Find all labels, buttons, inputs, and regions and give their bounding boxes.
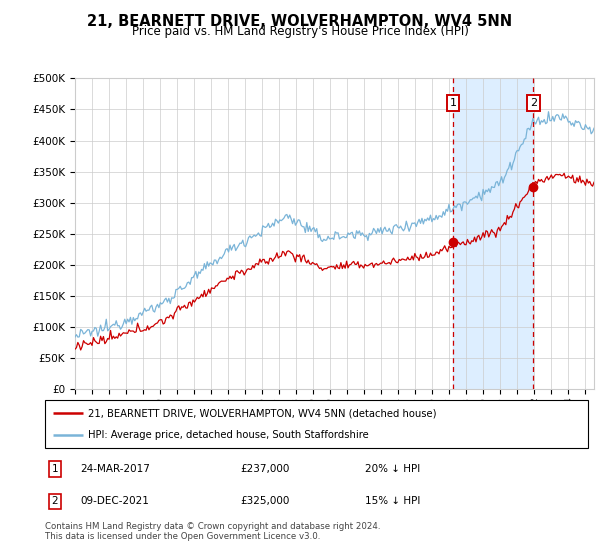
Text: 2: 2 xyxy=(530,98,537,108)
Text: 20% ↓ HPI: 20% ↓ HPI xyxy=(365,464,421,474)
Text: £325,000: £325,000 xyxy=(241,496,290,506)
Text: 21, BEARNETT DRIVE, WOLVERHAMPTON, WV4 5NN: 21, BEARNETT DRIVE, WOLVERHAMPTON, WV4 5… xyxy=(88,14,512,29)
Bar xyxy=(453,78,533,389)
Text: 09-DEC-2021: 09-DEC-2021 xyxy=(80,496,149,506)
Text: HPI: Average price, detached house, South Staffordshire: HPI: Average price, detached house, Sout… xyxy=(88,430,369,440)
Text: 1: 1 xyxy=(52,464,58,474)
Text: 1: 1 xyxy=(449,98,457,108)
Text: £237,000: £237,000 xyxy=(241,464,290,474)
Text: 24-MAR-2017: 24-MAR-2017 xyxy=(80,464,150,474)
Text: 2: 2 xyxy=(52,496,58,506)
Text: 15% ↓ HPI: 15% ↓ HPI xyxy=(365,496,421,506)
Text: Price paid vs. HM Land Registry's House Price Index (HPI): Price paid vs. HM Land Registry's House … xyxy=(131,25,469,38)
Text: 21, BEARNETT DRIVE, WOLVERHAMPTON, WV4 5NN (detached house): 21, BEARNETT DRIVE, WOLVERHAMPTON, WV4 5… xyxy=(88,408,437,418)
Text: Contains HM Land Registry data © Crown copyright and database right 2024.
This d: Contains HM Land Registry data © Crown c… xyxy=(45,522,380,542)
FancyBboxPatch shape xyxy=(45,400,588,448)
